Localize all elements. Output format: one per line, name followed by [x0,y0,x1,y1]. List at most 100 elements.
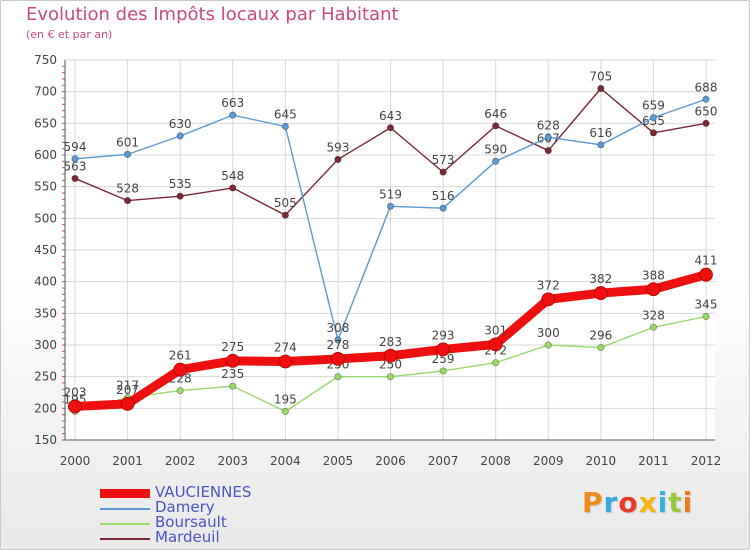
data-point-vauciennes [68,399,82,414]
x-tick-label: 2001 [112,454,143,468]
data-point-vauciennes [488,337,503,352]
logo-letter: t [668,486,683,519]
data-label-boursault: 217 [116,379,139,393]
data-point-mardeuil [492,122,500,130]
data-point-damery [597,141,605,149]
x-tick-label: 2000 [60,454,91,468]
data-label-damery: 516 [432,189,455,203]
y-tick-label: 250 [34,370,57,384]
data-label-damery: 601 [116,135,139,149]
data-label-vauciennes: 203 [64,385,87,399]
data-label-vauciennes: 275 [221,340,244,354]
data-label-boursault: 328 [642,308,665,322]
data-label-damery: 645 [274,108,297,122]
data-point-vauciennes [383,348,398,363]
chart-title: Evolution des Impôts locaux par Habitant [26,4,399,25]
data-label-mardeuil: 650 [695,104,718,118]
data-point-vauciennes [593,286,608,300]
data-point-damery [492,157,500,165]
legend-item-mardeuil: Mardeuil [100,528,360,546]
y-tick-label: 600 [34,148,57,162]
x-tick-label: 2005 [323,454,354,468]
data-label-damery: 590 [484,142,507,156]
data-label-vauciennes: 411 [695,254,718,268]
y-tick-label: 650 [34,116,57,130]
data-label-mardeuil: 593 [326,140,349,154]
data-label-boursault: 195 [274,393,297,407]
legend-label-boursault: Boursault [155,513,227,531]
data-point-damery [71,155,79,163]
data-point-mardeuil [597,84,605,93]
legend-swatch-vauciennes [100,489,150,498]
data-point-mardeuil [386,124,395,132]
proxiti-logo: Proxiti [582,486,693,519]
x-tick-label: 2011 [638,454,669,468]
data-point-vauciennes [173,362,188,377]
data-point-boursault [702,312,710,321]
legend-item-boursault: Boursault [100,513,360,531]
data-label-mardeuil: 548 [221,169,244,183]
data-label-damery: 663 [221,96,244,110]
legend-label-damery: Damery [155,498,215,516]
y-tick-label: 300 [34,338,57,352]
data-point-damery [334,336,342,344]
data-point-mardeuil [281,211,289,219]
data-point-vauciennes [120,396,135,411]
data-label-vauciennes: 283 [379,335,402,349]
logo-letter: P [582,486,604,519]
data-point-damery [229,111,237,119]
legend-swatch-mardeuil [100,538,150,540]
logo-letter: i [682,486,694,519]
data-label-mardeuil: 535 [169,177,192,191]
data-label-damery: 308 [326,321,349,335]
x-tick-label: 2006 [375,454,406,468]
legend-item-damery: Damery [100,498,360,516]
x-tick-label: 2002 [165,454,196,468]
data-label-vauciennes: 278 [326,338,349,352]
data-label-vauciennes: 207 [116,383,139,397]
logo-letter: o [618,486,639,519]
data-point-vauciennes [436,342,450,357]
data-label-boursault: 259 [432,352,455,366]
data-point-mardeuil [544,146,552,155]
data-label-boursault: 296 [589,329,612,343]
data-point-damery [176,132,184,140]
data-label-damery: 628 [537,118,560,132]
data-point-mardeuil [439,168,447,176]
data-label-boursault: 235 [221,367,244,381]
data-point-damery [281,122,289,131]
data-label-boursault: 250 [379,358,402,372]
data-label-damery: 594 [64,140,87,154]
y-tick-label: 400 [34,275,57,289]
data-point-damery [386,202,395,210]
data-label-damery: 630 [169,117,192,131]
y-tick-label: 150 [34,433,57,447]
x-tick-label: 2007 [428,454,459,468]
y-tick-label: 550 [34,180,57,194]
data-label-mardeuil: 643 [379,109,402,123]
x-tick-label: 2009 [533,454,564,468]
data-label-mardeuil: 705 [589,70,612,84]
legend-swatch-damery [100,508,150,510]
data-label-vauciennes: 261 [169,349,192,363]
y-tick-label: 700 [34,85,57,99]
data-point-mardeuil [334,155,342,164]
data-label-mardeuil: 528 [116,182,139,196]
data-label-vauciennes: 372 [537,278,560,292]
data-point-vauciennes [541,292,556,307]
data-label-damery: 659 [642,99,665,113]
legend-item-vauciennes: VAUCIENNES [100,483,360,501]
chart-subtitle: (en € et par an) [26,28,113,41]
data-point-damery [439,204,447,212]
y-tick-label: 200 [34,401,57,415]
data-point-boursault [492,359,500,367]
logo-letter: x [638,486,658,519]
x-tick-label: 2008 [480,454,511,468]
data-label-vauciennes: 293 [432,328,455,342]
x-tick-label: 2010 [586,454,617,468]
data-label-mardeuil: 563 [64,159,87,173]
data-point-boursault [176,386,184,395]
x-tick-label: 2012 [691,454,722,468]
data-point-vauciennes [278,354,293,369]
y-tick-label: 450 [34,243,57,257]
